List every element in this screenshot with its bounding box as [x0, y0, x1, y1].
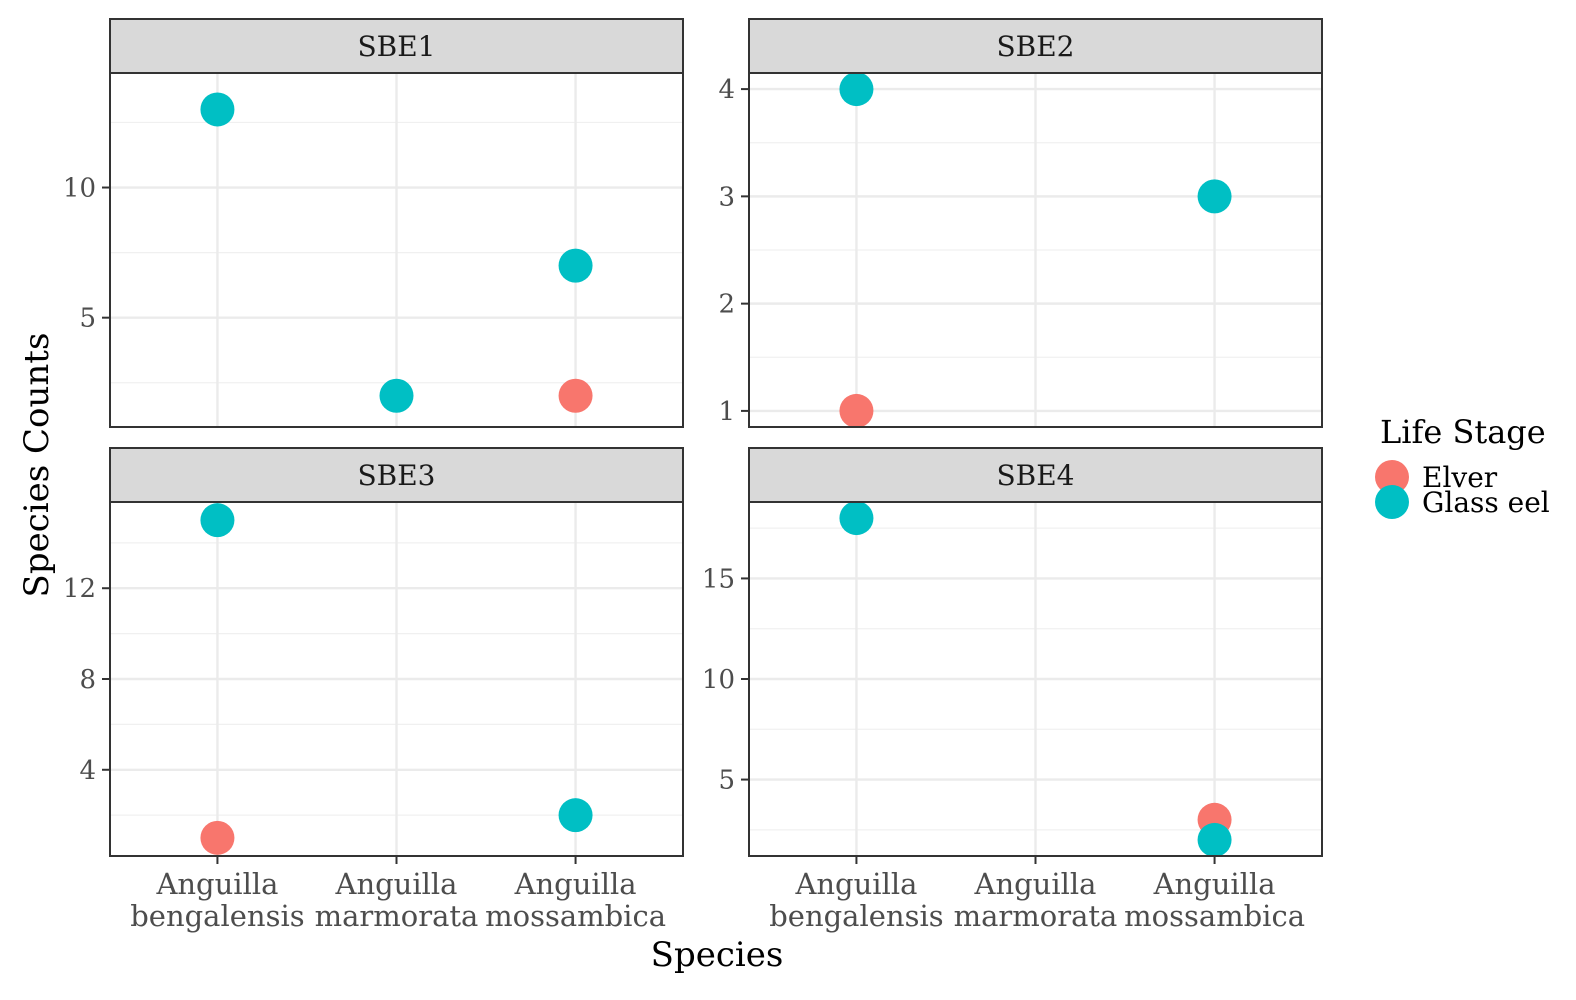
x-tick-label-line2: bengalensis [769, 899, 943, 933]
data-point-elver [558, 378, 593, 413]
y-tick-label: 15 [702, 564, 735, 594]
data-point-glass-eel [200, 92, 235, 127]
x-tick-label-line2: marmorata [954, 899, 1118, 933]
facet-strip [109, 18, 684, 74]
facet-strip-label: SBE2 [996, 30, 1074, 63]
facet-strip [748, 447, 1323, 503]
x-tick-label-line1: Anguilla [1153, 867, 1276, 901]
data-point-glass-eel [839, 501, 874, 536]
x-tick-label-line1: Anguilla [514, 867, 637, 901]
data-point-glass-eel [200, 503, 235, 538]
panels-group: SBE1510SBE21234SBE34812Anguillabengalens… [63, 18, 1323, 933]
x-tick-label-line2: marmorata [315, 899, 479, 933]
panel-sbe1: SBE1 5 10 [63, 18, 684, 428]
legend-title: Life Stage [1380, 413, 1546, 451]
data-point-glass-eel [1197, 822, 1232, 857]
y-tick-label: 5 [718, 766, 735, 796]
data-point-glass-eel [839, 72, 874, 107]
x-tick-label-line2: mossambica [1124, 899, 1305, 933]
data-point-glass-eel [558, 248, 593, 283]
legend-label: Glass eel [1422, 486, 1550, 519]
data-point-glass-eel [379, 378, 414, 413]
x-tick-label-line2: mossambica [485, 899, 666, 933]
legend-label: Elver [1422, 461, 1498, 494]
y-tick-label: 12 [63, 574, 96, 604]
panel-sbe2: SBE2 1 2 3 4 [718, 18, 1323, 428]
x-tick-label-line1: Anguilla [155, 867, 278, 901]
data-point-glass-eel [558, 798, 593, 833]
x-tick-label-line1: Anguilla [974, 867, 1097, 901]
facet-strip-label: SBE1 [357, 30, 435, 63]
legend-key-glass-eel [1375, 485, 1409, 519]
y-tick-label: 10 [702, 665, 735, 695]
facet-strip-label: SBE3 [357, 459, 435, 492]
facet-strip [109, 447, 684, 503]
y-tick-label: 1 [718, 397, 735, 427]
panel-sbe3: SBE34812AnguillabengalensisAnguillamarmo… [63, 447, 684, 933]
y-tick-label: 8 [79, 665, 96, 695]
facet-strip-label: SBE4 [996, 459, 1074, 492]
y-tick-label: 3 [718, 182, 735, 212]
panel-sbe4: SBE451015AnguillabengalensisAnguillamarm… [702, 447, 1323, 933]
x-axis-title: Species [651, 935, 784, 975]
data-point-glass-eel [1197, 179, 1232, 214]
x-tick-label-line1: Anguilla [335, 867, 458, 901]
y-tick-label: 4 [718, 75, 735, 105]
data-point-elver [839, 393, 874, 428]
y-tick-label: 5 [79, 304, 96, 334]
data-point-elver [200, 820, 235, 855]
y-tick-label: 4 [79, 756, 96, 786]
y-tick-label: 10 [63, 174, 96, 204]
x-tick-label-line2: bengalensis [130, 899, 304, 933]
y-tick-label: 2 [718, 290, 735, 320]
legend-key-elver [1375, 460, 1409, 494]
x-tick-label-line1: Anguilla [794, 867, 917, 901]
y-axis-title: Species Counts [17, 333, 57, 598]
facet-strip [748, 18, 1323, 74]
